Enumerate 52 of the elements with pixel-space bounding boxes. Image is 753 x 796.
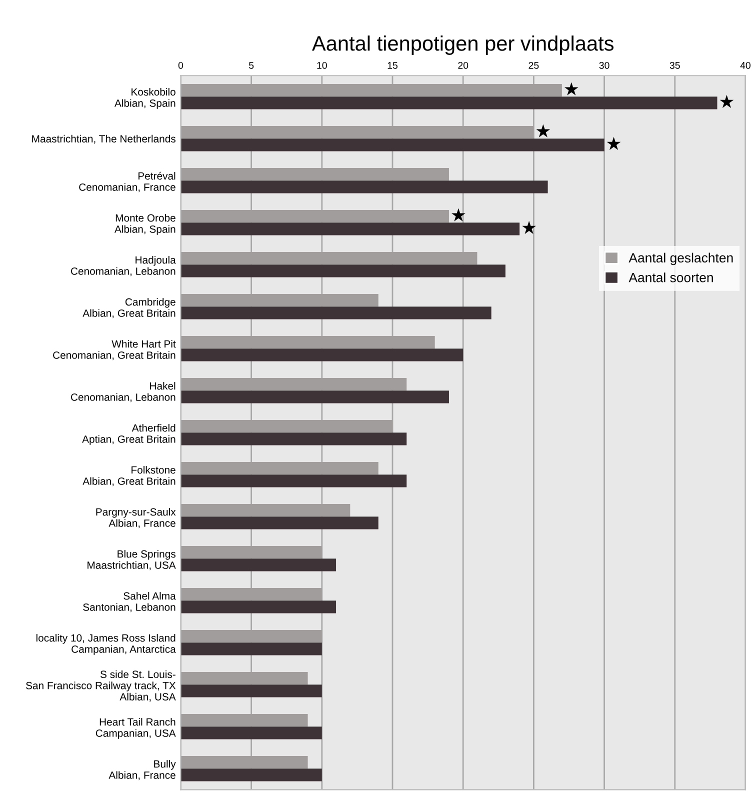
data-label: ★ [606, 136, 621, 150]
bar [180, 348, 464, 362]
bar [180, 684, 322, 698]
y-tick-label: Atherfield Aptian, Great Britain [82, 424, 176, 445]
bar [180, 768, 322, 782]
x-tick-label: 40 [740, 62, 750, 69]
y-tick-label: Koskobilo Albian, Spain [114, 88, 176, 109]
data-label: ★ [452, 208, 466, 222]
y-tick-label: S side St. Louis- San Francisco Railway track, TX Albian, USA [26, 670, 176, 702]
x-tick-label: 15 [388, 62, 398, 69]
y-tick-label: Petréval Cenomanian, France [79, 172, 176, 192]
y-tick-label: Cambridge Albian, Great Britain [82, 298, 176, 318]
x-tick-label: 25 [528, 62, 539, 69]
y-tick-label: White Hart Pit Cenomanian, Great Britain [53, 340, 176, 360]
data-label: ★ [720, 94, 734, 108]
bar [180, 306, 492, 320]
data-label: ★ [536, 124, 550, 138]
bar [180, 474, 407, 488]
y-tick-label: Maastrichtian, The Netherlands [32, 134, 176, 144]
y-tick-label: Folkstone Albian, Great Britain [82, 466, 176, 486]
x-tick-label: 35 [670, 62, 680, 69]
y-tick-label: Bully Albian, France [108, 760, 176, 780]
y-tick-label: Monte Orobe Albian, Spain [114, 214, 176, 235]
y-tick-label: Blue Springs Maastrichtian, USA [88, 550, 176, 570]
chart-title: Aantal tienpotigen per vindplaats [312, 36, 614, 55]
bar [180, 558, 336, 572]
x-tick-label: 20 [458, 62, 468, 69]
legend-label: Aantal soorten [628, 272, 713, 282]
y-tick-label: Heart Tail Ranch Campanian, USA [96, 718, 176, 739]
x-tick-label: 0 [178, 62, 184, 69]
bar [180, 600, 336, 614]
data-label: ★ [564, 82, 578, 96]
bar [180, 642, 322, 656]
bar [180, 516, 378, 530]
bar [180, 180, 548, 194]
y-tick-label: Pargny-sur-Saulx Albian, France [96, 508, 176, 528]
x-tick-label: 30 [599, 62, 610, 69]
bar [180, 390, 449, 404]
x-tick-label: 5 [249, 62, 254, 69]
y-tick-label: Hakel Cenomanian, Lebanon [70, 382, 176, 402]
bar [180, 96, 718, 110]
bar [180, 726, 322, 740]
bar [180, 138, 604, 152]
x-tick-label: 10 [317, 62, 327, 69]
bar [180, 222, 520, 236]
y-tick-label: Hadjoula Cenomanian, Lebanon [70, 256, 176, 276]
data-label: ★ [522, 220, 536, 234]
bar [180, 432, 407, 446]
bar [180, 264, 506, 278]
legend-label: Aantal geslachten [628, 252, 733, 266]
y-tick-label: Sahel Alma Santonian, Lebanon [83, 592, 176, 612]
y-tick-label: locality 10, James Ross Island Campanian, Antarctica [36, 634, 176, 655]
